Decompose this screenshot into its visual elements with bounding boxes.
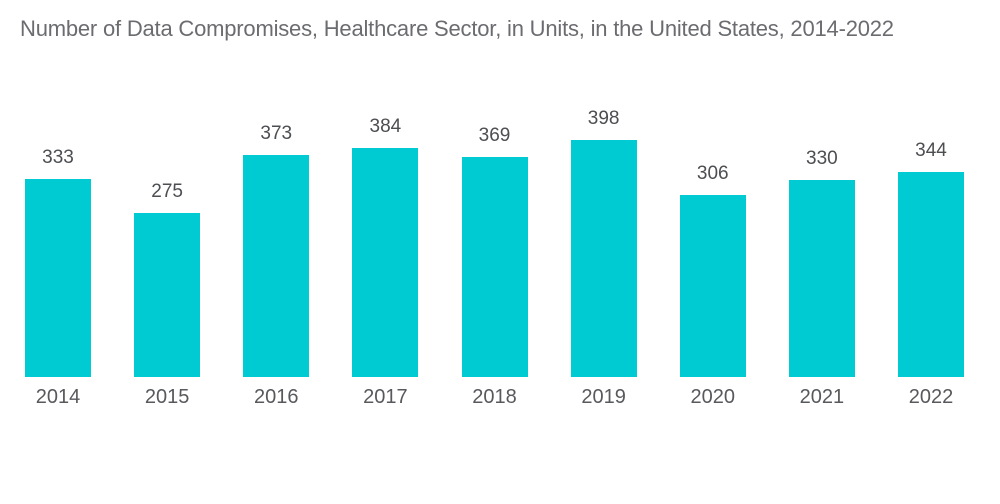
bar-value-label: 373 <box>260 123 293 145</box>
bar-group: 275 2015 <box>134 181 201 410</box>
bar <box>898 172 964 377</box>
bar-value-label: 275 <box>151 181 183 203</box>
bar-value-label: 330 <box>806 148 838 170</box>
bar <box>788 180 855 377</box>
bar-value-label: 384 <box>369 116 402 138</box>
bar-group: 344 2022 <box>898 140 964 410</box>
bar <box>461 157 528 377</box>
bar-group: 306 2020 <box>679 163 746 410</box>
bar-value-label: 333 <box>42 147 74 169</box>
bar-value-label: 369 <box>478 125 511 147</box>
chart-title: Number of Data Compromises, Healthcare S… <box>20 16 894 41</box>
plot-area: 333 2014 275 2015 373 2016 384 2017 369 … <box>25 60 964 410</box>
x-axis-tick-label: 2020 <box>690 386 736 408</box>
x-axis-tick-label: 2021 <box>799 386 845 408</box>
x-axis-tick-label: 2014 <box>35 386 81 408</box>
bar-group: 333 2014 <box>25 147 91 410</box>
bar <box>570 140 637 377</box>
bar-group: 330 2021 <box>788 148 855 410</box>
bar-group: 398 2019 <box>570 108 637 410</box>
bar <box>243 155 310 377</box>
bar-value-label: 398 <box>587 108 620 130</box>
x-axis-tick-label: 2017 <box>363 386 408 408</box>
bar <box>679 195 746 377</box>
bar <box>25 179 91 377</box>
x-axis-tick-label: 2018 <box>472 386 517 408</box>
bar-group: 384 2017 <box>352 116 419 410</box>
bar-value-label: 344 <box>915 140 947 162</box>
bar <box>352 148 419 377</box>
x-axis-tick-label: 2022 <box>908 386 954 408</box>
bar <box>134 213 201 377</box>
x-axis-tick-label: 2016 <box>254 386 299 408</box>
bar-group: 373 2016 <box>243 123 310 410</box>
bar-value-label: 306 <box>696 163 729 185</box>
x-axis-tick-label: 2019 <box>581 386 626 408</box>
bar-group: 369 2018 <box>461 125 528 410</box>
x-axis-tick-label: 2015 <box>144 386 190 408</box>
